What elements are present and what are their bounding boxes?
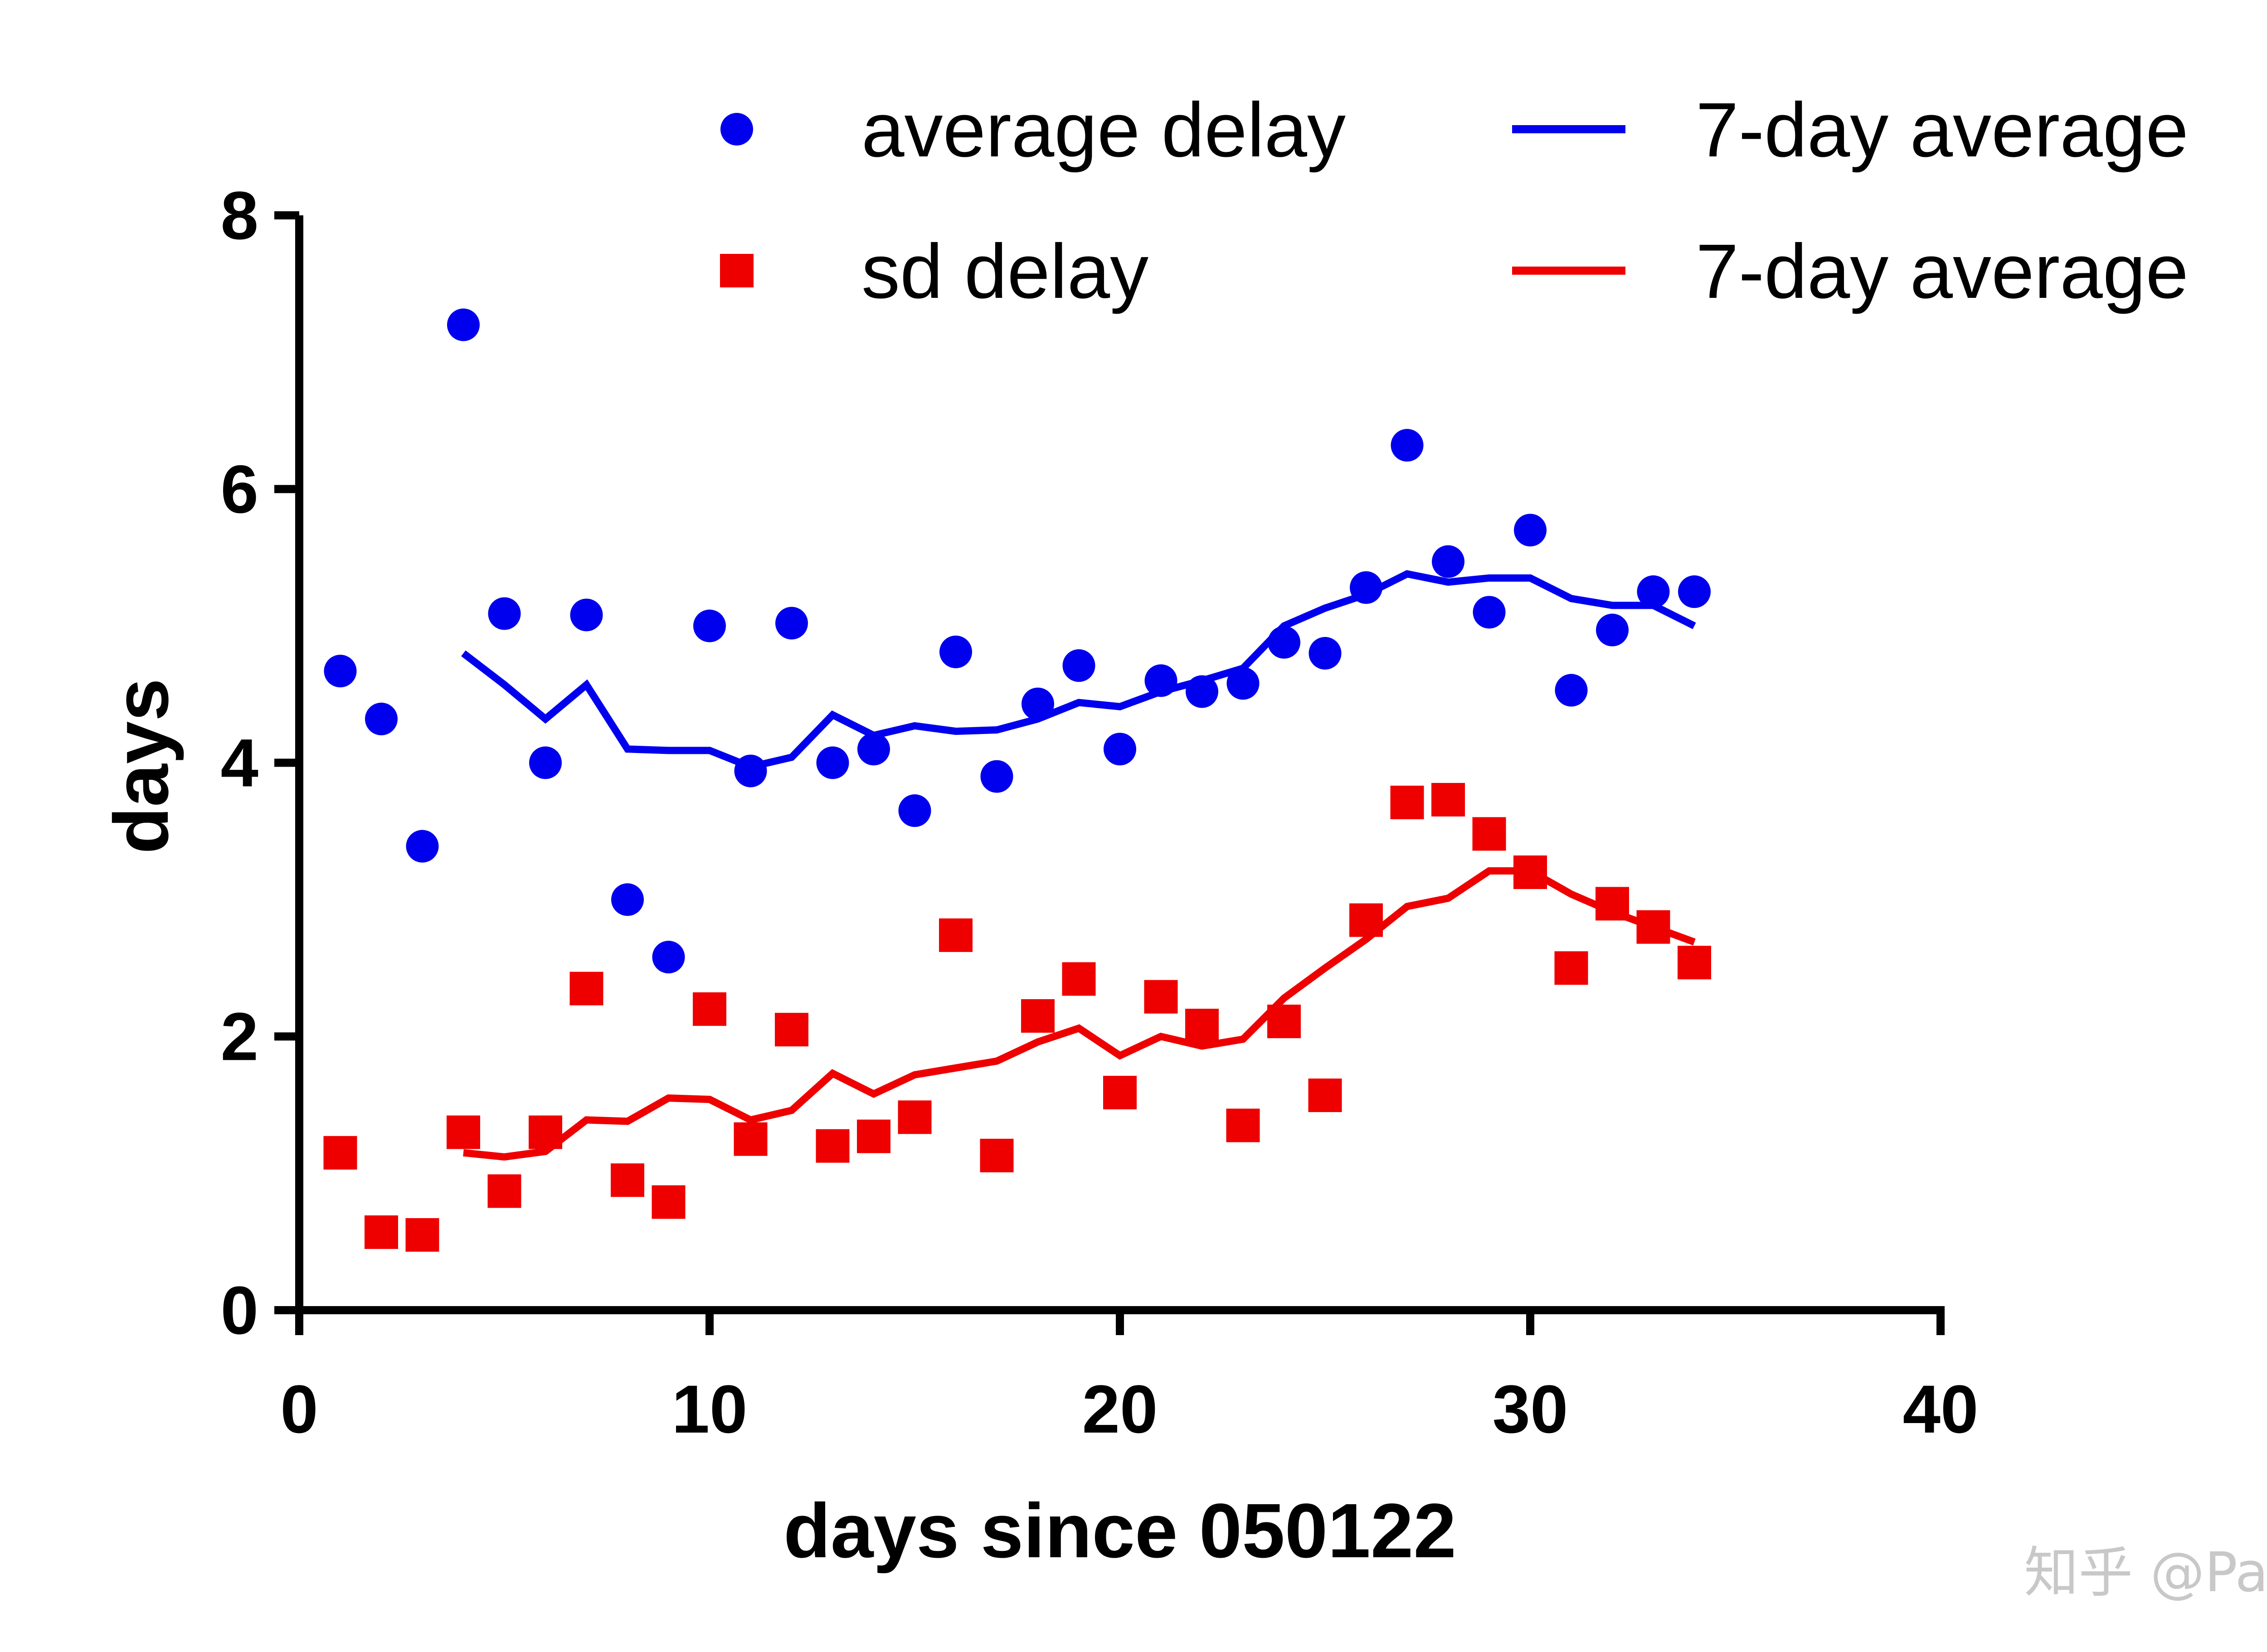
sd-delay-point (1678, 946, 1711, 980)
legend-square-marker (720, 254, 754, 287)
sd-delay-point (1596, 887, 1629, 921)
sd-delay-point (447, 1115, 480, 1149)
y-tick-label: 8 (221, 177, 258, 253)
average-delay-point (570, 598, 603, 632)
average-delay-point (1678, 575, 1711, 608)
average-delay-7day-line (461, 570, 1696, 771)
sd-delay-point (1021, 999, 1055, 1033)
sd-delay-point (1226, 1108, 1260, 1142)
y-axis-title: days (98, 678, 185, 854)
sd-delay-point (529, 1115, 562, 1149)
average-delay-point (693, 609, 726, 642)
y-tick-label: 0 (221, 1272, 258, 1348)
plot-area (323, 308, 1711, 1252)
legend-label-7-day-average: 7-day average (1696, 228, 2189, 315)
sd-delay-point (487, 1174, 521, 1208)
sd-delay-point (365, 1215, 398, 1249)
average-delay-point (1062, 649, 1095, 682)
sd-delay-point (1103, 1076, 1137, 1110)
y-tick-label: 6 (221, 451, 258, 527)
average-delay-point (898, 794, 931, 827)
sd-delay-point (1554, 951, 1588, 985)
y-tick-label: 4 (221, 725, 258, 801)
sd-delay-point (1144, 980, 1178, 1014)
x-tick-label: 40 (1903, 1371, 1979, 1447)
average-delay-point (611, 883, 644, 916)
average-delay-point (939, 635, 972, 668)
average-delay-point (857, 733, 890, 766)
average-delay-point (734, 754, 767, 787)
average-delay-point (324, 655, 357, 688)
sd-delay-7day-line (463, 867, 1696, 1161)
sd-delay-point (1267, 1005, 1301, 1039)
sd-delay-point (980, 1138, 1014, 1172)
average-delay-point (1226, 667, 1260, 700)
sd-delay-point (1185, 1009, 1219, 1043)
average-delay-point (775, 607, 808, 640)
average-delay-point (406, 830, 439, 863)
sd-delay-point (1636, 910, 1670, 944)
average-delay-point (1268, 626, 1300, 659)
average-delay-point (816, 746, 849, 779)
sd-delay-point (1308, 1079, 1342, 1113)
average-delay-point (447, 308, 480, 341)
sd-delay-point (734, 1122, 768, 1156)
average-delay-point (652, 941, 685, 974)
sd-delay-point (652, 1185, 686, 1219)
sd-delay-point (1431, 783, 1465, 817)
sd-delay-point (569, 972, 603, 1006)
x-tick-label: 10 (672, 1371, 748, 1447)
sd-delay-point (1513, 855, 1547, 889)
sd-delay-point (939, 918, 973, 952)
legend: average delay 7-day average sd delay 7-day … (720, 87, 2189, 315)
x-tick-label: 0 (280, 1371, 318, 1447)
sd-delay-point (611, 1163, 644, 1197)
sd-delay-point (405, 1218, 439, 1252)
average-delay-point (1391, 429, 1424, 462)
average-delay-point (1186, 675, 1218, 708)
average-delay-point (1473, 596, 1506, 629)
y-tick-label: 2 (221, 998, 258, 1074)
sd-delay-point (816, 1129, 850, 1163)
average-delay-point (529, 746, 562, 779)
average-delay-point (488, 597, 521, 630)
x-tick-label: 20 (1082, 1371, 1158, 1447)
average-delay-point (1555, 674, 1588, 707)
average-delay-point (1596, 613, 1629, 646)
legend-circle-marker (720, 113, 753, 146)
sd-delay-point (775, 1013, 808, 1047)
sd-delay-point (857, 1119, 890, 1153)
x-tick-label: 30 (1493, 1371, 1568, 1447)
sd-delay-point (898, 1100, 932, 1134)
sd-delay-point (693, 992, 726, 1026)
watermark-text: 知乎 @Pat (2024, 1541, 2267, 1604)
legend-label-average-delay: average delay (861, 87, 1346, 173)
average-delay-point (1144, 664, 1177, 697)
sd-delay-point (1062, 962, 1096, 996)
sd-delay-point (1390, 786, 1424, 820)
average-delay-point (1104, 733, 1136, 766)
average-delay-point (1637, 575, 1670, 608)
average-delay-point (1022, 687, 1054, 720)
sd-delay-point (1349, 903, 1383, 937)
average-delay-point (1350, 571, 1382, 604)
legend-label-7-day-average: 7-day average (1696, 87, 2189, 173)
legend-label-sd-delay: sd delay (861, 228, 1148, 315)
sd-delay-point (323, 1136, 357, 1170)
average-delay-point (365, 702, 398, 735)
x-axis-title: days since 050122 (783, 1488, 1456, 1574)
axes: 0 10 20 30 40 0 2 4 6 8 (221, 177, 1979, 1447)
average-delay-point (1432, 545, 1464, 578)
average-delay-point (980, 760, 1013, 793)
average-delay-point (1309, 637, 1342, 670)
average-delay-point (1514, 514, 1547, 547)
sd-delay-point (1472, 817, 1506, 851)
